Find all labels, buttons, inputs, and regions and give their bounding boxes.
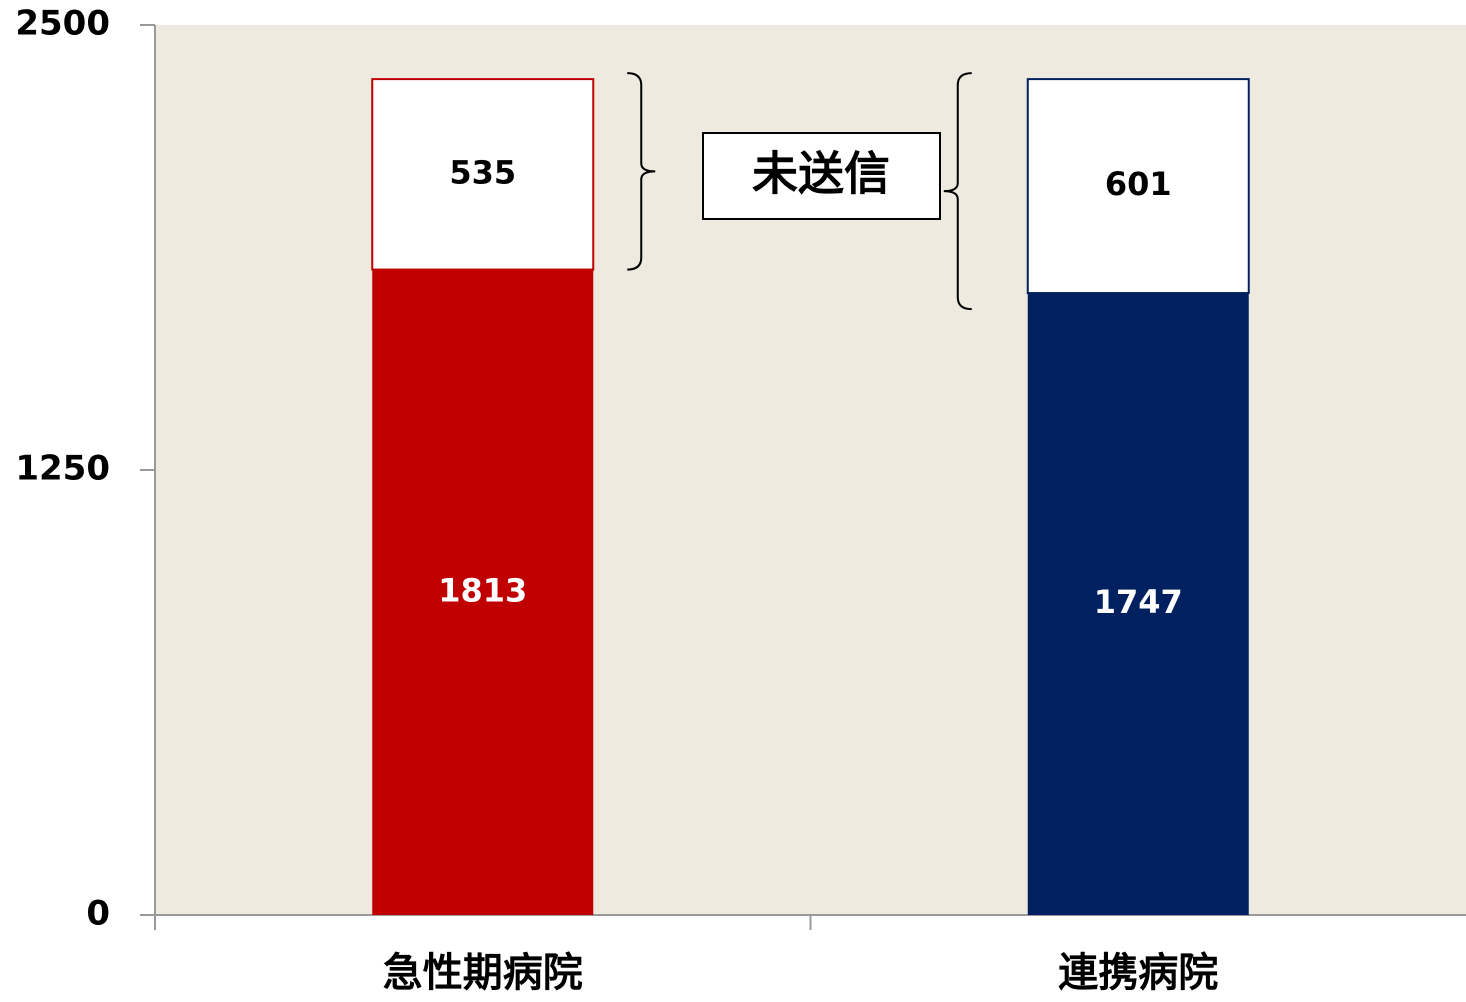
annotation-box	[702, 132, 941, 220]
bar-segment	[1026, 78, 1250, 295]
bar-segment	[371, 78, 595, 271]
y-tick-label: 0	[86, 894, 110, 934]
data-label: 601	[1105, 165, 1172, 203]
data-label: 1813	[438, 571, 527, 609]
y-tick-label: 2500	[15, 4, 110, 44]
x-tick-label: 連携病院	[1058, 950, 1218, 996]
data-label: 1747	[1094, 583, 1183, 621]
bar-segment	[1027, 293, 1249, 915]
brace	[943, 72, 972, 311]
data-label: 535	[449, 153, 516, 191]
brace	[627, 72, 656, 271]
bar-segment	[372, 269, 594, 915]
annotation: 未送信	[752, 147, 890, 201]
y-tick-label: 1250	[15, 449, 110, 489]
x-tick-label: 急性期病院	[383, 950, 583, 996]
